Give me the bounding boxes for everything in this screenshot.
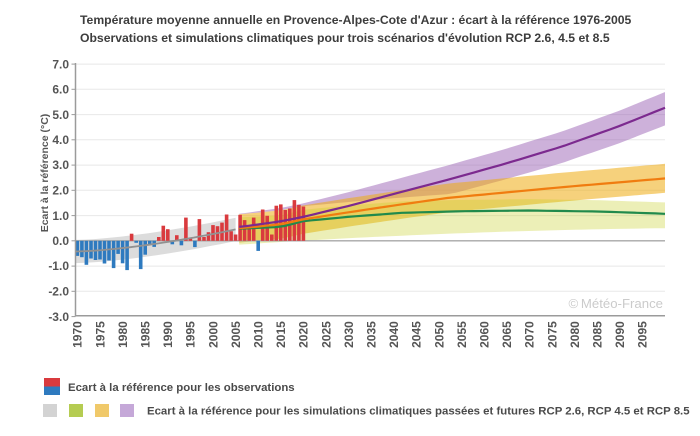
svg-text:© Météo-France: © Météo-France [569, 296, 663, 311]
svg-text:2080: 2080 [568, 321, 582, 348]
svg-text:7.0: 7.0 [52, 57, 69, 71]
svg-text:-3.0: -3.0 [48, 310, 69, 324]
svg-text:3.0: 3.0 [52, 158, 69, 172]
svg-text:2085: 2085 [591, 321, 605, 348]
svg-text:2000: 2000 [206, 321, 220, 348]
svg-text:Ecart à la référence pour les: Ecart à la référence pour les simulation… [147, 406, 690, 418]
svg-text:6.0: 6.0 [52, 83, 69, 97]
svg-text:2035: 2035 [365, 321, 379, 348]
svg-text:2015: 2015 [274, 321, 288, 348]
svg-text:-2.0: -2.0 [48, 285, 69, 299]
svg-text:2095: 2095 [636, 321, 650, 348]
svg-text:-1.0: -1.0 [48, 259, 69, 273]
svg-text:2040: 2040 [387, 321, 401, 348]
svg-text:Observations et simulations cl: Observations et simulations climatiques … [80, 31, 610, 45]
svg-text:4.0: 4.0 [52, 133, 69, 147]
svg-text:1980: 1980 [116, 321, 130, 348]
svg-text:Température moyenne annuelle e: Température moyenne annuelle en Provence… [80, 13, 632, 27]
svg-text:1970: 1970 [71, 321, 85, 348]
svg-text:2055: 2055 [455, 321, 469, 348]
svg-text:5.0: 5.0 [52, 108, 69, 122]
svg-text:2070: 2070 [523, 321, 537, 348]
svg-text:2030: 2030 [342, 321, 356, 348]
svg-text:1990: 1990 [161, 321, 175, 348]
svg-text:2065: 2065 [500, 321, 514, 348]
svg-text:Ecart à la référence pour les: Ecart à la référence pour les observatio… [68, 382, 295, 394]
svg-text:2020: 2020 [297, 321, 311, 348]
svg-text:1995: 1995 [184, 321, 198, 348]
svg-text:2090: 2090 [613, 321, 627, 348]
svg-text:2025: 2025 [319, 321, 333, 348]
svg-text:0.0: 0.0 [52, 234, 69, 248]
svg-text:2075: 2075 [545, 321, 559, 348]
svg-text:1975: 1975 [93, 321, 107, 348]
svg-text:2005: 2005 [229, 321, 243, 348]
svg-text:Ecart à la référence (°C): Ecart à la référence (°C) [39, 114, 51, 233]
svg-text:2010: 2010 [252, 321, 266, 348]
svg-text:2.0: 2.0 [52, 184, 69, 198]
svg-text:1.0: 1.0 [52, 209, 69, 223]
svg-text:2060: 2060 [478, 321, 492, 348]
svg-text:1985: 1985 [139, 321, 153, 348]
svg-text:2050: 2050 [432, 321, 446, 348]
svg-text:2045: 2045 [410, 321, 424, 348]
